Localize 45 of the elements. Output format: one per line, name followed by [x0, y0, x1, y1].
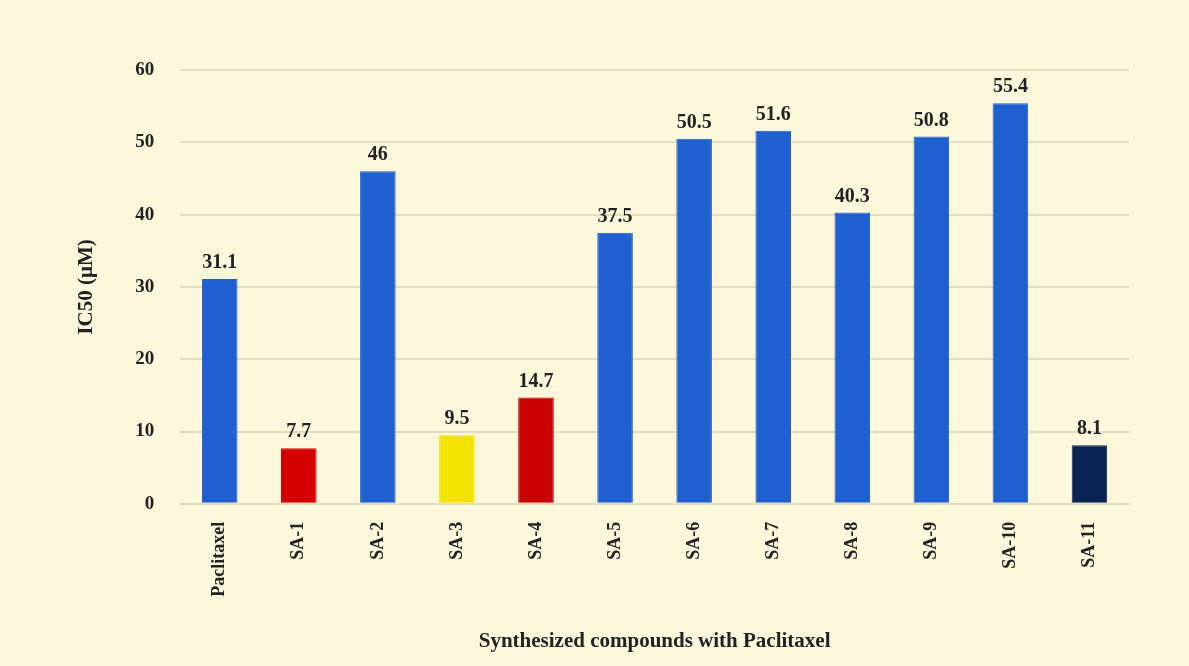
x-tick-label: SA-11 — [1078, 521, 1099, 568]
bar — [834, 212, 871, 503]
data-label: 51.6 — [755, 101, 791, 124]
bar — [992, 103, 1029, 503]
bar — [913, 136, 950, 503]
data-label: 31.1 — [202, 250, 238, 273]
x-tick-label: SA-6 — [682, 521, 703, 560]
data-label: 50.5 — [676, 109, 712, 132]
bar — [597, 232, 633, 503]
bar — [439, 435, 475, 503]
bar — [360, 171, 396, 503]
data-label: 46 — [367, 142, 388, 165]
x-tick-label: Paclitaxel — [208, 521, 229, 597]
bar — [676, 138, 712, 503]
bar — [201, 278, 238, 503]
y-tick-label: 40 — [135, 202, 155, 224]
data-label: 37.5 — [597, 203, 633, 226]
y-tick-label: 20 — [135, 347, 155, 369]
data-label: 9.5 — [444, 406, 470, 429]
y-tick-label: 30 — [135, 274, 155, 296]
y-tick-label: 60 — [135, 57, 155, 79]
x-tick-label: SA-10 — [999, 521, 1020, 569]
x-tick-label: SA-8 — [840, 521, 861, 560]
bar — [518, 397, 554, 503]
data-label: 40.3 — [834, 183, 870, 206]
y-axis-title: IC50 (µM) — [73, 239, 98, 335]
data-label: 8.1 — [1076, 416, 1102, 439]
bar — [281, 448, 317, 503]
data-label: 14.7 — [518, 368, 554, 391]
y-tick-label: 10 — [135, 419, 155, 441]
data-label: 7.7 — [286, 419, 312, 442]
data-label: 55.4 — [992, 74, 1028, 97]
bar — [1071, 445, 1108, 503]
x-tick-label: SA-4 — [524, 521, 545, 560]
data-label: 50.8 — [913, 107, 949, 130]
x-tick-label: SA-5 — [603, 521, 624, 560]
x-tick-label: SA-1 — [287, 521, 308, 560]
x-tick-label: SA-7 — [761, 521, 782, 560]
x-axis-title: Synthesized compounds with Paclitaxel — [478, 627, 831, 652]
x-tick-label: SA-2 — [366, 521, 387, 560]
y-tick-label: 0 — [144, 491, 155, 513]
x-tick-label: SA-9 — [919, 521, 940, 560]
x-tick-label: SA-3 — [445, 521, 466, 560]
bar — [755, 130, 791, 503]
y-tick-label: 50 — [135, 130, 155, 152]
